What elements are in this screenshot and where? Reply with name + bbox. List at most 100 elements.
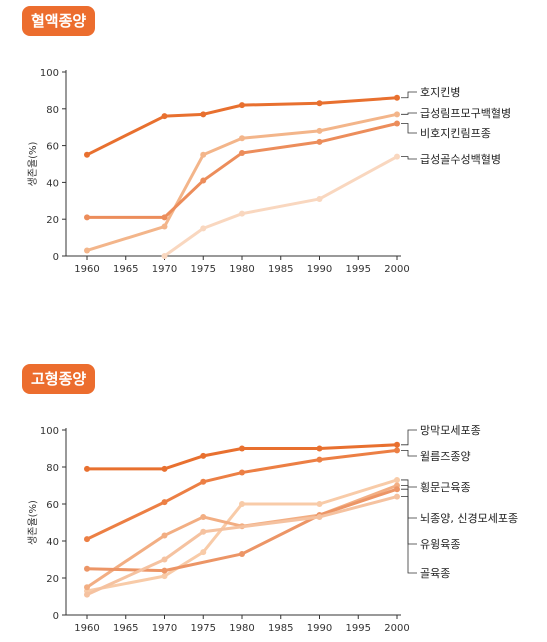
data-point <box>316 445 323 452</box>
x-tick-label: 2000 <box>384 264 409 275</box>
data-point <box>161 532 168 539</box>
y-tick-label: 0 <box>53 252 59 263</box>
data-point <box>161 113 168 120</box>
data-point <box>161 573 168 580</box>
data-point <box>394 493 400 500</box>
x-tick-label: 1985 <box>268 264 293 275</box>
x-tick-label: 1985 <box>268 623 293 634</box>
y-tick-label: 80 <box>46 105 59 116</box>
data-point <box>161 253 168 259</box>
data-point <box>161 499 168 506</box>
series-label: 윌름즈종양 <box>420 450 471 463</box>
data-point <box>200 111 207 118</box>
series-label: 급성골수성백혈병 <box>420 152 501 166</box>
legend-leader <box>401 156 417 160</box>
series-label: 뇌종양, 신경모세포종 <box>420 512 518 525</box>
y-tick-label: 40 <box>46 537 59 548</box>
blood-tumor-chart: 0 20 40 60 80 100 1960 1965 1970 1975 1980 1985 1990… <box>27 68 511 275</box>
data-point <box>84 591 90 598</box>
series-line <box>163 155 399 258</box>
data-point <box>394 120 400 127</box>
y-tick-label: 0 <box>53 611 59 622</box>
x-tick-label: 1995 <box>346 264 371 275</box>
data-point <box>316 127 323 134</box>
series-line <box>85 495 399 597</box>
data-point <box>394 476 400 483</box>
x-tick-label: 1960 <box>74 623 99 634</box>
x-tick-label: 1990 <box>307 264 332 275</box>
x-tick-label: 1965 <box>113 623 138 634</box>
series-line <box>85 122 399 219</box>
y-tick-label: 40 <box>46 178 59 189</box>
legend-leader <box>401 479 417 488</box>
legend-leader <box>401 496 417 574</box>
data-point <box>316 138 323 145</box>
x-tick-label: 1965 <box>113 264 138 275</box>
series-label: 망막모세포종 <box>420 424 481 437</box>
data-point <box>84 584 90 591</box>
data-point <box>239 149 245 156</box>
data-point <box>200 452 207 459</box>
data-point <box>239 501 245 507</box>
x-tick-label: 1975 <box>191 623 216 634</box>
data-point <box>316 100 323 107</box>
data-point <box>161 214 168 221</box>
series-label: 비호지킨림프종 <box>420 127 491 140</box>
series-label: 호지킨병 <box>420 86 460 99</box>
data-point <box>161 556 168 563</box>
data-point <box>239 550 245 557</box>
data-point <box>394 153 400 160</box>
data-point <box>200 225 207 232</box>
data-point <box>161 223 168 230</box>
series-line <box>85 443 399 471</box>
data-point <box>84 536 90 543</box>
data-point <box>394 94 400 101</box>
x-tick-label: 1970 <box>152 623 177 634</box>
data-point <box>239 102 245 109</box>
legend-leader <box>401 429 417 446</box>
data-point <box>161 465 168 472</box>
data-point <box>239 135 245 142</box>
data-point <box>200 151 207 158</box>
data-point <box>84 214 90 221</box>
x-tick-label: 1960 <box>74 264 99 275</box>
data-point <box>394 447 400 454</box>
y-tick-label: 60 <box>46 500 59 511</box>
data-point <box>394 111 400 118</box>
y-axis-label: 생존율(%) <box>27 141 39 186</box>
data-point <box>239 445 245 452</box>
y-tick-label: 20 <box>46 215 59 226</box>
legend-leader <box>401 112 417 115</box>
x-tick-label: 1995 <box>346 623 371 634</box>
x-tick-label: 1980 <box>229 264 254 275</box>
x-tick-label: 1975 <box>191 264 216 275</box>
x-tick-label: 1970 <box>152 264 177 275</box>
series-label: 유윙육종 <box>420 538 460 551</box>
legend-leader <box>401 485 417 519</box>
data-point <box>200 528 207 535</box>
data-point <box>316 195 323 202</box>
y-tick-label: 80 <box>46 463 59 474</box>
data-point <box>84 565 90 572</box>
data-point <box>200 513 207 520</box>
y-tick-label: 20 <box>46 574 59 585</box>
x-tick-label: 2000 <box>384 623 409 634</box>
series-line <box>85 448 399 541</box>
legend-leader <box>401 91 417 99</box>
series-label: 급성림프모구백혈병 <box>420 106 511 120</box>
legend-leader <box>401 488 417 545</box>
y-tick-label: 60 <box>46 142 59 153</box>
series-line <box>85 112 399 252</box>
data-point <box>84 247 90 254</box>
data-point <box>200 549 207 556</box>
data-point <box>239 210 245 217</box>
series-label: 골육종 <box>420 567 450 580</box>
y-axis-label: 생존율(%) <box>27 500 39 545</box>
legend-leader <box>401 123 417 134</box>
data-point <box>316 456 323 463</box>
x-tick-label: 1990 <box>307 623 332 634</box>
data-point <box>200 478 207 485</box>
x-tick-label: 1980 <box>229 623 254 634</box>
data-point <box>394 486 400 493</box>
data-point <box>84 151 90 158</box>
